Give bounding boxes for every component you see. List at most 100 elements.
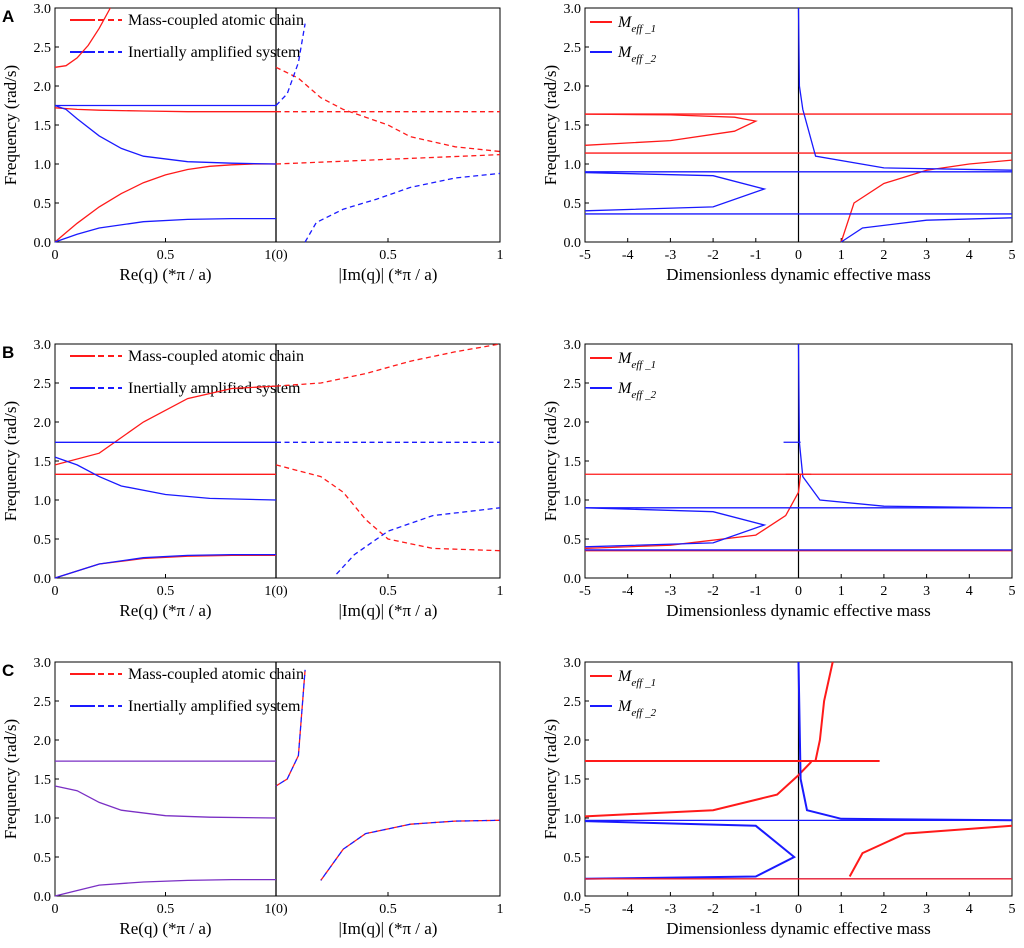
y-tick-label: 0.0 xyxy=(34,890,52,905)
dispersion-chart: 0.0 0.5 1.0 1.5 2.0 2.5 3.0 0 0.5 1(0) 0.5 1 Frequen… xyxy=(1,338,504,620)
dispersion-curve xyxy=(320,819,501,881)
dispersion-curve xyxy=(54,785,277,819)
x-tick-label: 0.5 xyxy=(379,902,397,917)
x-tick-label: -4 xyxy=(622,902,634,917)
x-tick-label: 1 xyxy=(497,902,504,917)
panel-letter: B xyxy=(2,343,14,362)
effective-mass-curve xyxy=(797,343,1013,509)
x-axis-label-real: Re(q) (*π / a) xyxy=(119,601,211,620)
y-tick-label: 0.5 xyxy=(34,533,52,548)
y-tick-label: 3.0 xyxy=(34,656,52,671)
effective-mass-curve xyxy=(840,217,1013,243)
x-tick-label: 0.5 xyxy=(157,584,175,599)
x-tick-label: 1 xyxy=(497,584,504,599)
legend-entry: Meff _1 xyxy=(617,14,656,35)
y-tick-label: 0.0 xyxy=(564,236,582,251)
x-tick-label: -5 xyxy=(579,902,591,917)
x-tick-label: 2 xyxy=(880,248,887,263)
y-tick-label: 1.5 xyxy=(34,119,52,134)
x-tick-label: 2 xyxy=(880,902,887,917)
dispersion-curve xyxy=(54,385,277,466)
x-tick-label: -3 xyxy=(665,248,677,263)
x-tick-label: 4 xyxy=(966,902,973,917)
x-tick-label: 1(0) xyxy=(264,248,288,263)
y-axis-label: Frequency (rad/s) xyxy=(1,65,20,185)
y-tick-label: 2.5 xyxy=(34,41,52,56)
x-tick-label: 1 xyxy=(838,584,845,599)
x-tick-label: 1(0) xyxy=(264,902,288,917)
panel-b: B 0.0 0.5 1.0 1.5 2.0 2.5 3.0 0 0.5 1(0) 0.5 1 Freque… xyxy=(1,338,1016,620)
legend-entry: Meff _2 xyxy=(617,380,657,401)
y-tick-label: 1.0 xyxy=(34,812,52,827)
x-tick-label: 1 xyxy=(497,248,504,263)
x-tick-label: -5 xyxy=(579,584,591,599)
y-tick-label: 2.0 xyxy=(34,734,52,749)
x-axis-label: Dimensionless dynamic effective mass xyxy=(666,265,931,284)
y-tick-label: 0.0 xyxy=(564,572,582,587)
dispersion-curve xyxy=(275,669,306,787)
y-tick-label: 1.0 xyxy=(34,158,52,173)
dispersion-curve xyxy=(54,456,277,501)
x-axis-label: Dimensionless dynamic effective mass xyxy=(666,601,931,620)
x-axis-label-imag: |Im(q)| (*π / a) xyxy=(339,601,438,620)
dispersion-curve xyxy=(304,172,501,243)
x-tick-label: -1 xyxy=(750,902,762,917)
y-tick-label: 1.0 xyxy=(564,494,582,509)
legend-entry: Mass-coupled atomic chain xyxy=(128,12,304,29)
dispersion-chart: 0.0 0.5 1.0 1.5 2.0 2.5 3.0 0 0.5 1(0) 0.5 1 Frequen… xyxy=(1,656,504,938)
effective-mass-curve xyxy=(797,661,1013,822)
x-tick-label: 0.5 xyxy=(379,584,397,599)
dispersion-curve xyxy=(336,507,501,575)
x-tick-label: -2 xyxy=(707,248,719,263)
dispersion-curve xyxy=(54,217,276,243)
legend-entry: Meff _2 xyxy=(617,698,657,719)
x-axis-label-imag: |Im(q)| (*π / a) xyxy=(339,919,438,938)
y-tick-label: 3.0 xyxy=(564,656,582,671)
x-tick-label: -3 xyxy=(665,902,677,917)
x-tick-label: 0 xyxy=(52,902,59,917)
x-tick-label: 1(0) xyxy=(264,584,288,599)
x-tick-label: 0 xyxy=(795,902,802,917)
legend-entry: Meff _1 xyxy=(617,350,656,371)
y-tick-label: 3.0 xyxy=(564,2,582,17)
dispersion-curve xyxy=(54,7,111,68)
y-tick-label: 1.5 xyxy=(564,455,582,470)
y-tick-label: 1.5 xyxy=(34,455,52,470)
dispersion-curve xyxy=(275,464,501,552)
legend-entry: Meff _1 xyxy=(617,668,656,689)
y-tick-label: 3.0 xyxy=(34,338,52,353)
x-tick-label: 3 xyxy=(923,584,930,599)
dispersion-curve xyxy=(275,153,501,165)
y-tick-label: 3.0 xyxy=(34,2,52,17)
y-tick-label: 1.5 xyxy=(34,773,52,788)
y-tick-label: 2.0 xyxy=(34,416,52,431)
y-tick-label: 1.0 xyxy=(564,812,582,827)
panel-letter: C xyxy=(2,661,14,680)
legend-entry: Mass-coupled atomic chain xyxy=(128,666,304,683)
panel-letter: A xyxy=(2,7,14,26)
y-tick-label: 1.5 xyxy=(564,119,582,134)
effective-mass-curve xyxy=(584,507,767,548)
legend-entry: Meff _2 xyxy=(617,44,657,65)
x-axis-label-imag: |Im(q)| (*π / a) xyxy=(339,265,438,284)
y-axis-label: Frequency (rad/s) xyxy=(541,719,560,839)
effective-mass-curve xyxy=(848,824,1013,877)
x-tick-label: 4 xyxy=(966,584,973,599)
x-tick-label: 2 xyxy=(880,584,887,599)
dispersion-curve xyxy=(54,553,276,579)
y-tick-label: 0.5 xyxy=(564,533,582,548)
dispersion-curve xyxy=(54,107,276,113)
y-tick-label: 0.0 xyxy=(34,572,52,587)
legend-entry: Mass-coupled atomic chain xyxy=(128,348,304,365)
x-tick-label: 0 xyxy=(795,248,802,263)
legend-entry: Inertially amplified system xyxy=(128,380,301,397)
effective-mass-curve xyxy=(814,661,834,761)
dispersion-curve xyxy=(320,819,501,881)
y-tick-label: 2.5 xyxy=(34,695,52,710)
x-axis-label: Dimensionless dynamic effective mass xyxy=(666,919,931,938)
y-tick-label: 0.5 xyxy=(564,197,582,212)
legend-entry: Inertially amplified system xyxy=(128,44,301,61)
y-tick-label: 0.0 xyxy=(34,236,52,251)
panel-c: C 0.0 0.5 1.0 1.5 2.0 2.5 3.0 0 0.5 1(0) 0.5 1 Freque… xyxy=(1,656,1016,938)
x-tick-label: 0.5 xyxy=(157,902,175,917)
